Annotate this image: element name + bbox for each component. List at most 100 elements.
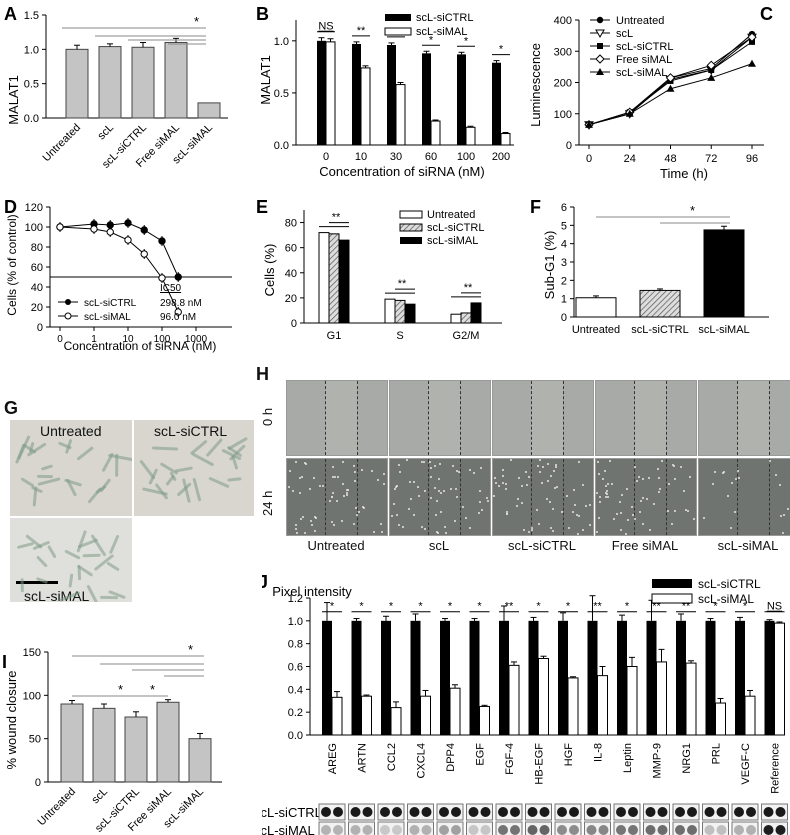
- h-col-label: scL-siCTRL: [508, 538, 576, 553]
- cell-speck: [406, 459, 409, 462]
- cell-speck: [730, 482, 733, 485]
- cell-speck: [302, 516, 305, 519]
- cell-speck: [549, 474, 552, 477]
- d-x-tick-label: 100: [154, 334, 171, 345]
- cell-speck: [610, 483, 613, 486]
- j-blot-label-0: scL-siCTRL: [262, 805, 322, 820]
- cell-speck: [410, 498, 412, 501]
- c-series-line: [588, 63, 753, 126]
- cell-speck: [618, 500, 621, 503]
- a-bar: [65, 48, 89, 119]
- e-ylabel: Cells (%): [262, 244, 277, 297]
- j-bar-sictrl: [469, 620, 480, 735]
- j-sig-label: **: [593, 601, 602, 613]
- j-bar-sictrl: [676, 620, 686, 735]
- cell-shape: [76, 445, 95, 461]
- cell-speck: [550, 526, 552, 529]
- cell-speck: [520, 502, 523, 505]
- cell-speck: [413, 513, 416, 516]
- cell-speck: [778, 484, 781, 487]
- cell-shape: [68, 573, 74, 588]
- cell-speck: [520, 485, 523, 488]
- d-legend-0: scL-siCTRL: [84, 298, 137, 309]
- j-y-tick-label: 0.2: [288, 707, 303, 719]
- j-x-tick-label: DPP4: [445, 743, 457, 772]
- j-sig-label: *: [713, 601, 718, 613]
- cell-speck: [371, 469, 374, 472]
- cell-speck: [657, 490, 660, 493]
- cell-speck: [552, 469, 555, 472]
- d-legend-1: scL-siMAL: [84, 312, 131, 323]
- j-sig-label: *: [359, 601, 364, 613]
- cell-speck: [313, 476, 316, 479]
- cell-speck: [606, 495, 609, 498]
- j-blot-dot: [480, 807, 491, 817]
- j-sig-label: *: [448, 601, 453, 613]
- c-point: [665, 73, 676, 83]
- cell-speck: [505, 487, 508, 490]
- e-y-tick-label: 40: [285, 268, 297, 280]
- j-y-tick-label: 1.0: [288, 616, 303, 628]
- cell-speck: [598, 500, 601, 503]
- cell-speck: [478, 512, 481, 515]
- cell-speck: [417, 495, 420, 498]
- micrograph-untreated: Untreated: [10, 420, 132, 516]
- cell-speck: [435, 499, 438, 502]
- f-y-tick-label: 5: [561, 220, 567, 232]
- e-y-tick-label: 60: [285, 243, 297, 255]
- cell-speck: [493, 495, 495, 498]
- j-y-tick-label: 0.6: [288, 662, 303, 674]
- j-blot-dot: [527, 825, 538, 835]
- cell-speck: [408, 481, 411, 484]
- cell-speck: [539, 470, 542, 473]
- j-bar-simal: [567, 677, 579, 736]
- cell-speck: [480, 509, 483, 512]
- cell-speck: [299, 517, 302, 520]
- cell-speck: [647, 476, 650, 479]
- j-legend-1: scL-siMAL: [698, 592, 754, 606]
- e-legend-2: scL-siMAL: [427, 235, 478, 247]
- j-blot-dot: [321, 807, 331, 817]
- j-blot-dot: [628, 807, 638, 817]
- cell-speck: [376, 478, 379, 481]
- cell-speck: [581, 529, 584, 532]
- cell-speck: [666, 510, 669, 513]
- j-ylabel: Pixel intensity: [272, 584, 352, 599]
- j-blot-dot: [675, 807, 685, 817]
- e-bar: [318, 232, 330, 324]
- cell-speck: [671, 463, 674, 466]
- wound-edge: [460, 459, 461, 535]
- j-blot-dot: [763, 825, 774, 835]
- cell-shape: [205, 437, 224, 457]
- j-sig-label: **: [652, 601, 661, 613]
- panel-d: D Cells (% of control) Concentration of …: [4, 197, 232, 353]
- j-bar-simal: [420, 695, 431, 736]
- cell-speck: [642, 477, 645, 480]
- d-point: [124, 219, 132, 227]
- f-y-tick-label: 1: [561, 294, 567, 306]
- cell-speck: [465, 516, 468, 519]
- cell-speck: [620, 512, 622, 515]
- cell-speck: [605, 492, 608, 495]
- cell-speck: [341, 483, 344, 486]
- f-bar: [639, 289, 681, 318]
- cell-shape: [191, 477, 201, 502]
- cell-speck: [332, 523, 335, 526]
- e-y-tick-label: 80: [285, 218, 297, 230]
- cell-shape: [106, 560, 121, 572]
- cell-speck: [343, 495, 346, 498]
- b-legend: scL-siCTRL scL-siMAL: [384, 12, 473, 38]
- cell-speck: [392, 503, 395, 506]
- cell-speck: [390, 514, 393, 517]
- j-blot-dot: [645, 825, 656, 835]
- b-bar-sictrl: [492, 62, 501, 146]
- j-blot-dot: [539, 825, 550, 835]
- d-series-line: [59, 222, 179, 278]
- f-bar: [703, 229, 745, 318]
- wound-gap: [428, 381, 460, 455]
- panel-letter-e: E: [256, 197, 268, 217]
- j-blot-dot: [510, 807, 520, 817]
- a-sig-label: *: [194, 14, 199, 29]
- cell-speck: [596, 492, 598, 495]
- cell-speck: [469, 469, 472, 472]
